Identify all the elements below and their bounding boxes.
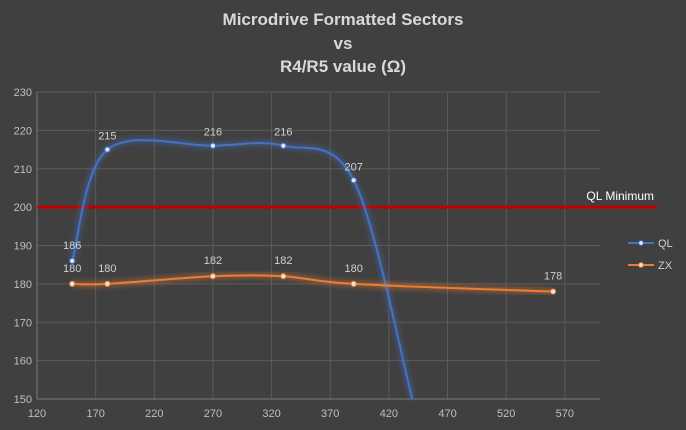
x-tick-label: 420 <box>380 408 398 420</box>
series-zx-point <box>280 273 287 280</box>
threshold-label: QL Minimum <box>586 189 654 203</box>
x-tick-label: 520 <box>497 408 515 420</box>
series-zx-data-label: 180 <box>345 263 363 275</box>
y-tick-label: 210 <box>14 164 32 176</box>
axes <box>36 92 600 400</box>
series-ql-point <box>280 142 287 149</box>
legend: QL ZX <box>628 238 673 272</box>
series-zx-data-label: 182 <box>274 255 292 267</box>
tick-labels: 150 160 170 180 190 200 210 220 230 120 170 220 270 3… <box>14 87 574 420</box>
series-zx-point <box>209 273 217 280</box>
legend-ql-marker <box>638 240 644 246</box>
x-tick-label: 570 <box>556 408 574 420</box>
series-ql-data-label: 216 <box>204 127 222 139</box>
chart-title-line-3: R4/R5 value (Ω) <box>280 57 406 76</box>
legend-ql-label: QL <box>658 238 673 250</box>
y-tick-label: 190 <box>14 241 32 253</box>
x-tick-label: 320 <box>262 408 280 420</box>
y-tick-label: 180 <box>14 279 32 291</box>
series-zx-data-label: 182 <box>204 255 222 267</box>
y-tick-label: 150 <box>14 394 32 406</box>
chart-title-line-1: Microdrive Formatted Sectors <box>223 10 464 29</box>
x-tick-label: 270 <box>204 408 222 420</box>
series-ql-point <box>69 257 76 264</box>
series-zx-point <box>350 280 357 287</box>
series-ql-data-label: 216 <box>274 127 292 139</box>
series-ql-line <box>71 139 414 400</box>
series-ql-data-label: 207 <box>345 161 363 173</box>
series-ql-point <box>350 177 357 184</box>
series-ql-point <box>209 142 217 149</box>
series-ql-data-label: 186 <box>63 240 81 252</box>
series-ql-point <box>104 146 111 153</box>
y-tick-label: 200 <box>14 202 32 214</box>
x-tick-label: 120 <box>28 408 46 420</box>
y-tick-label: 230 <box>14 87 32 99</box>
legend-zx-marker <box>638 262 644 268</box>
x-tick-label: 470 <box>438 408 456 420</box>
y-tick-label: 170 <box>14 317 32 329</box>
series-zx-data-label: 180 <box>63 263 81 275</box>
series-zx-point <box>549 288 557 295</box>
threshold-group: QL Minimum <box>37 189 657 209</box>
y-tick-label: 160 <box>14 356 32 368</box>
legend-zx-label: ZX <box>658 260 673 272</box>
x-tick-label: 370 <box>321 408 339 420</box>
x-tick-label: 170 <box>86 408 104 420</box>
x-tick-label: 220 <box>145 408 163 420</box>
series-zx-point <box>69 280 76 287</box>
data-labels: 186 215 216 216 207 180 180 182 182 180 178 <box>63 127 562 283</box>
y-tick-label: 220 <box>14 125 32 137</box>
series-zx-data-label: 178 <box>544 271 562 283</box>
series-ql-data-label: 215 <box>98 131 116 143</box>
grid <box>36 91 600 400</box>
chart-title-line-2: vs <box>334 34 353 53</box>
series-group <box>68 136 557 400</box>
series-zx-point <box>104 280 111 287</box>
series-zx-data-label: 180 <box>98 263 116 275</box>
